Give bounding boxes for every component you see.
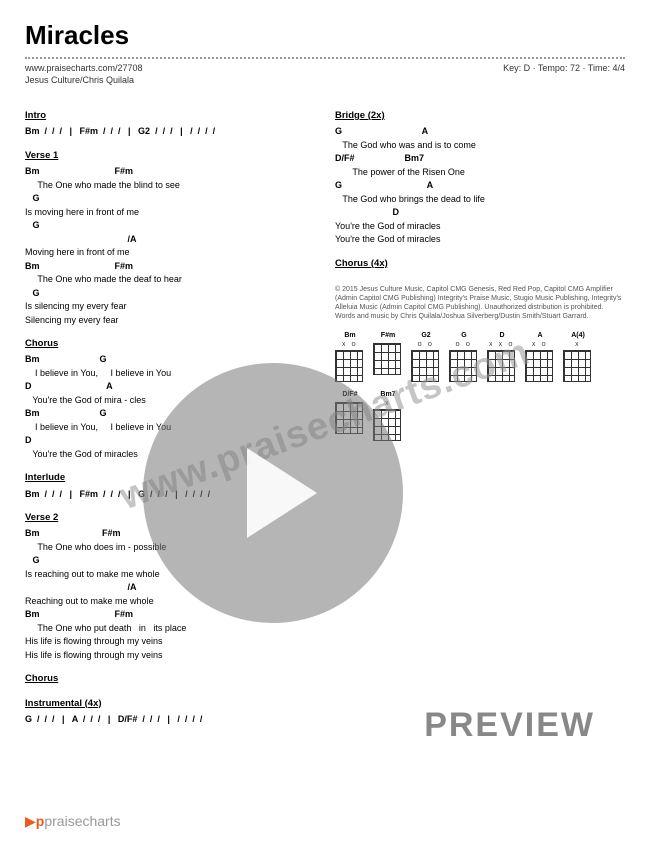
chord-diagram: GO O [449, 331, 479, 382]
chord-diagram: G2O O [411, 331, 441, 382]
intro-head: Intro [25, 109, 315, 123]
br-c4: D [335, 206, 625, 220]
verse1-head: Verse 1 [25, 149, 315, 163]
divider [25, 57, 625, 59]
ch-l3: I believe in You, I believe in You [25, 421, 315, 435]
logo-text: praisecharts [44, 813, 120, 829]
br-l2: The power of the Risen One [335, 166, 625, 180]
v2-c4: Bm F#m [25, 608, 315, 622]
source-url: www.praisecharts.com/27708 [25, 63, 143, 73]
v1-l6: Silencing my every fear [25, 314, 315, 328]
left-column: Intro Bm / / / | F#m / / / | G2 / / / | … [25, 99, 315, 726]
v2-l5: His life is flowing through my veins [25, 635, 315, 649]
ch-c1: Bm G [25, 353, 315, 367]
ch-c2: D A [25, 380, 315, 394]
v1-c4: Bm F#m [25, 260, 315, 274]
chord-diagram: F#m [373, 331, 403, 382]
v2-l3b: /A [25, 581, 315, 595]
chord-diagram: Bm7X [373, 390, 403, 441]
v2-l1: The One who does im - possible [25, 541, 315, 555]
v1-c5: G [25, 287, 315, 301]
interlude-head: Interlude [25, 471, 315, 485]
logo-icon: ▶ [25, 813, 36, 829]
song-meta: Key: D · Tempo: 72 · Time: 4/4 [503, 63, 625, 73]
chord-diagram: A(4)X [563, 331, 593, 382]
v1-l4: The One who made the deaf to hear [25, 273, 315, 287]
intro-chords: Bm / / / | F#m / / / | G2 / / / | / / / … [25, 125, 315, 139]
chord-diagram: DX X O [487, 331, 517, 382]
ch-c4: D [25, 434, 315, 448]
v2-l6: His life is flowing through my veins [25, 649, 315, 663]
v1-l3: Moving here in front of me [25, 246, 315, 260]
br-c3: G A [335, 179, 625, 193]
ch-l2: You're the God of mira - cles [25, 394, 315, 408]
v2-c2: G [25, 554, 315, 568]
chorus2-head: Chorus [25, 672, 315, 686]
chord-diagram: BmX O [335, 331, 365, 382]
br-l1: The God who was and is to come [335, 139, 625, 153]
v1-l3b: /A [25, 233, 315, 247]
v1-c1: Bm F#m [25, 165, 315, 179]
chord-diagram: AX O [525, 331, 555, 382]
bridge-head: Bridge (2x) [335, 109, 625, 123]
v1-c3: G [25, 219, 315, 233]
instrumental-chords: G / / / | A / / / | D/F# / / / | / / / / [25, 713, 315, 727]
v1-c2: G [25, 192, 315, 206]
footer-logo: ▶ppraisecharts [25, 813, 121, 830]
v2-l4: The One who put death in its place [25, 622, 315, 636]
v2-c1: Bm F#m [25, 527, 315, 541]
chorus-head: Chorus [25, 337, 315, 351]
br-l3: The God who brings the dead to life [335, 193, 625, 207]
v1-l2: Is moving here in front of me [25, 206, 315, 220]
v1-l5: Is silencing my every fear [25, 300, 315, 314]
content-columns: Intro Bm / / / | F#m / / / | G2 / / / | … [25, 99, 625, 726]
br-c1: G A [335, 125, 625, 139]
br-l4: You're the God of miracles [335, 220, 625, 234]
chorus4x-head: Chorus (4x) [335, 257, 625, 271]
ch-l4: You're the God of miracles [25, 448, 315, 462]
instrumental-head: Instrumental (4x) [25, 697, 315, 711]
chord-diagram: D/F# [335, 390, 365, 441]
v2-l3: Reaching out to make me whole [25, 595, 315, 609]
v1-l1: The One who made the blind to see [25, 179, 315, 193]
interlude-chords: Bm / / / | F#m / / / | G / / / | / / / / [25, 488, 315, 502]
br-l5: You're the God of miracles [335, 233, 625, 247]
ch-c3: Bm G [25, 407, 315, 421]
right-column: Bridge (2x) G A The God who was and is t… [335, 99, 625, 726]
chord-diagrams: BmX O F#m G2O O GO O DX X O AX O A(4)X D/F# Bm7X [335, 331, 625, 441]
artists: Jesus Culture/Chris Quilala [25, 75, 625, 85]
song-title: Miracles [25, 20, 625, 51]
ch-l1: I believe in You, I believe in You [25, 367, 315, 381]
verse2-head: Verse 2 [25, 511, 315, 525]
meta-row: www.praisecharts.com/27708 Key: D · Temp… [25, 63, 625, 73]
v2-l2: Is reaching out to make me whole [25, 568, 315, 582]
br-c2: D/F# Bm7 [335, 152, 625, 166]
copyright-text: © 2015 Jesus Culture Music, Capitol CMG … [335, 285, 625, 321]
